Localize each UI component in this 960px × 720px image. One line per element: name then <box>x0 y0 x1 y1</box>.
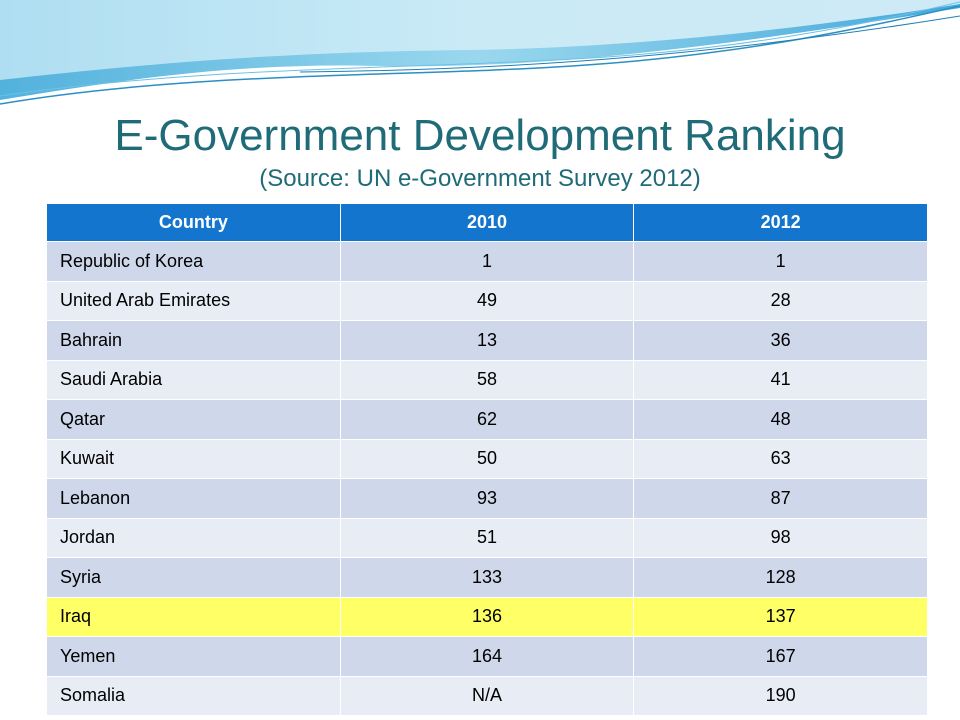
cell-2012: 63 <box>633 438 928 479</box>
header-2010: 2010 <box>339 203 635 242</box>
cell-2010: 50 <box>339 438 635 479</box>
cell-2012: 190 <box>633 675 928 716</box>
table-row: Jordan 51 98 <box>46 517 928 558</box>
cell-2012: 41 <box>633 359 928 400</box>
cell-2010: 51 <box>339 517 635 558</box>
cell-2012: 87 <box>633 478 928 519</box>
table-row: Kuwait 50 63 <box>46 438 928 479</box>
cell-country: Somalia <box>46 675 341 716</box>
cell-country: Iraq <box>46 596 341 637</box>
cell-country: Qatar <box>46 399 341 440</box>
table-row: Saudi Arabia 58 41 <box>46 359 928 400</box>
table-row: Republic of Korea 1 1 <box>46 241 928 282</box>
cell-country: United Arab Emirates <box>46 280 341 321</box>
cell-2012: 36 <box>633 320 928 361</box>
cell-2012: 167 <box>633 636 928 677</box>
cell-country: Yemen <box>46 636 341 677</box>
cell-country: Saudi Arabia <box>46 359 341 400</box>
cell-2010: N/A <box>339 675 635 716</box>
ranking-table: Country 2010 2012 Republic of Korea 1 1 … <box>46 203 928 716</box>
table-row: Yemen 164 167 <box>46 636 928 677</box>
cell-country: Bahrain <box>46 320 341 361</box>
table-row: United Arab Emirates 49 28 <box>46 280 928 321</box>
cell-2012: 28 <box>633 280 928 321</box>
header-2012: 2012 <box>633 203 928 242</box>
cell-2010: 13 <box>339 320 635 361</box>
cell-2010: 62 <box>339 399 635 440</box>
cell-country: Lebanon <box>46 478 341 519</box>
table-row: Qatar 62 48 <box>46 399 928 440</box>
cell-2010: 133 <box>339 557 635 598</box>
cell-country: Kuwait <box>46 438 341 479</box>
cell-2010: 49 <box>339 280 635 321</box>
cell-2012: 98 <box>633 517 928 558</box>
table-row: Bahrain 13 36 <box>46 320 928 361</box>
table-row: Lebanon 93 87 <box>46 478 928 519</box>
cell-2012: 137 <box>633 596 928 637</box>
cell-country: Syria <box>46 557 341 598</box>
cell-2010: 58 <box>339 359 635 400</box>
cell-2010: 93 <box>339 478 635 519</box>
cell-2012: 128 <box>633 557 928 598</box>
table-row: Somalia N/A 190 <box>46 675 928 716</box>
cell-2012: 1 <box>633 241 928 282</box>
cell-2010: 164 <box>339 636 635 677</box>
table-row: Syria 133 128 <box>46 557 928 598</box>
cell-country: Jordan <box>46 517 341 558</box>
slide-title: E-Government Development Ranking <box>114 111 846 160</box>
table-row-highlighted: Iraq 136 137 <box>46 596 928 637</box>
cell-2012: 48 <box>633 399 928 440</box>
decorative-wave-banner <box>0 0 960 105</box>
cell-2010: 1 <box>339 241 635 282</box>
table-header-row: Country 2010 2012 <box>46 203 928 242</box>
cell-country: Republic of Korea <box>46 241 341 282</box>
header-country: Country <box>46 203 341 242</box>
slide-subtitle: (Source: UN e-Government Survey 2012) <box>259 165 701 192</box>
cell-2010: 136 <box>339 596 635 637</box>
